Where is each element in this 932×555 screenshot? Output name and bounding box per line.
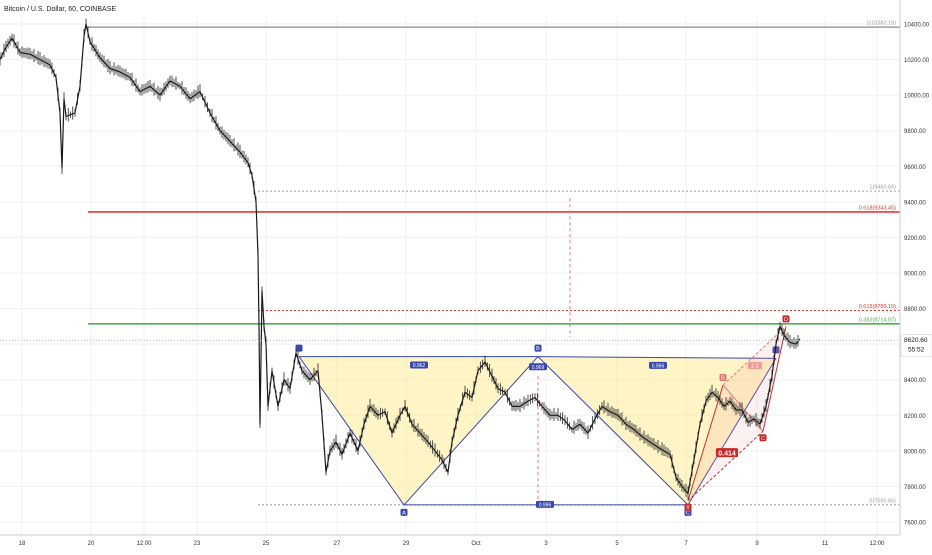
xabcd-leg <box>687 430 764 502</box>
y-tick-label: 10000.00 <box>904 94 930 100</box>
y-tick-label: 9200.00 <box>904 236 926 242</box>
xabcd-point-badge <box>782 315 790 323</box>
pattern-point-badge <box>772 346 780 354</box>
pattern-triangle <box>538 356 776 505</box>
fib-level-label: 1(10382.19) <box>866 21 896 27</box>
xabcd-leg <box>722 325 787 386</box>
x-tick-label: 9 <box>755 541 759 547</box>
xabcd-ratio-label: 0.414 <box>718 451 736 458</box>
xabcd-ratio-badge <box>748 361 762 369</box>
pattern-ratio-badge <box>649 361 667 369</box>
fib-level-label: 1(9460.66) <box>869 185 896 191</box>
xabcd-leg <box>687 384 724 501</box>
y-tick-label: 7800.00 <box>904 485 926 491</box>
x-tick-label: 20 <box>88 541 95 547</box>
x-tick-label: 12:00 <box>136 541 152 547</box>
x-tick-label: Oct <box>471 541 481 547</box>
x-tick-label: 3 <box>544 541 548 547</box>
y-tick-label: 8400.00 <box>904 378 926 384</box>
xabcd-triangle <box>723 326 786 432</box>
x-tick-label: 12:00 <box>869 541 885 547</box>
pattern-point-label: A <box>402 510 406 516</box>
x-tick-label: 29 <box>403 541 410 547</box>
current-price-tag <box>900 334 932 357</box>
x-tick-label: 27 <box>334 541 341 547</box>
x-tick-label: 11 <box>822 541 829 547</box>
countdown-label: 55:52 <box>908 346 925 353</box>
fib-level-label: 0.382(8714.07) <box>859 317 896 323</box>
price-series <box>0 18 801 500</box>
x-tick-label: 25 <box>263 541 270 547</box>
xabcd-point-badge <box>759 434 767 442</box>
pattern-ratio-badge <box>536 500 554 508</box>
pattern-leg <box>687 358 777 506</box>
pattern-point-badge <box>534 344 542 352</box>
pattern-point-badge <box>295 344 303 352</box>
current-price-label: 8620.60 <box>904 337 928 344</box>
pattern-point-label: C <box>686 510 690 516</box>
pattern-point-label: B <box>536 346 540 352</box>
pattern-ratio-label: 0.996 <box>539 502 552 508</box>
xabcd-ratio-label: 2.2 <box>751 363 759 369</box>
y-tick-label: 9400.00 <box>904 200 926 206</box>
xabcd-point-badge <box>719 374 727 382</box>
pattern-leg <box>298 356 405 506</box>
xabcd-point-label: B <box>721 376 725 382</box>
y-tick-label: 7600.00 <box>904 521 926 527</box>
y-tick-label: 9000.00 <box>904 272 926 278</box>
y-tick-label: 9600.00 <box>904 165 926 171</box>
xabcd-point-badge <box>684 503 692 511</box>
pattern-ratio-label: 0.962 <box>413 363 426 369</box>
pattern-leg <box>537 356 777 359</box>
price-axis-bg <box>900 0 932 550</box>
x-tick-label: 7 <box>684 541 688 547</box>
y-tick-label: 8800.00 <box>904 307 926 313</box>
fibonacci-levels: 1(10382.19) 1(9460.66) 0.618(9343.45) 0.618… <box>88 21 900 506</box>
y-tick-label: 8000.00 <box>904 449 926 455</box>
pattern-ratio-label: 0.966 <box>652 363 665 369</box>
x-tick-label: 5 <box>615 541 619 547</box>
xabcd-point-label: D <box>784 317 788 323</box>
pattern-ratio-label: 0.969 <box>532 365 545 371</box>
y-tick-label: 10200.00 <box>904 58 930 64</box>
xabcd-point-label: X <box>686 505 690 511</box>
y-tick-label: 8200.00 <box>904 414 926 420</box>
pattern-point-badge <box>400 508 408 516</box>
xabcd-point-label: C <box>761 436 765 442</box>
xabcd-ratio-badge <box>716 448 738 458</box>
x-tick-label: 18 <box>19 541 26 547</box>
xabcd-leg <box>762 326 787 432</box>
pattern-leg <box>403 356 539 506</box>
pattern-point-badge <box>684 508 692 516</box>
pattern-ratio-badge <box>529 363 547 371</box>
chart-title: Bitcoin / U.S. Dollar, 60, COINBASE <box>4 6 116 13</box>
fib-level-label: 0.618(9343.45) <box>859 205 896 211</box>
y-tick-label: 10400.00 <box>904 23 930 29</box>
fib-level-label: 0.618(8789.15) <box>859 304 896 310</box>
grid-layer <box>0 16 900 535</box>
time-axis[interactable]: 18 20 12:00 23 25 27 29 Oct 3 5 7 9 11 12:00 <box>0 534 900 547</box>
y-tick-label: 9800.00 <box>904 129 926 135</box>
pattern-leg <box>537 356 689 506</box>
pattern-ratio-badge <box>410 361 428 369</box>
fib-level-label: 0(7696.86) <box>869 498 896 504</box>
x-tick-label: 23 <box>194 541 201 547</box>
